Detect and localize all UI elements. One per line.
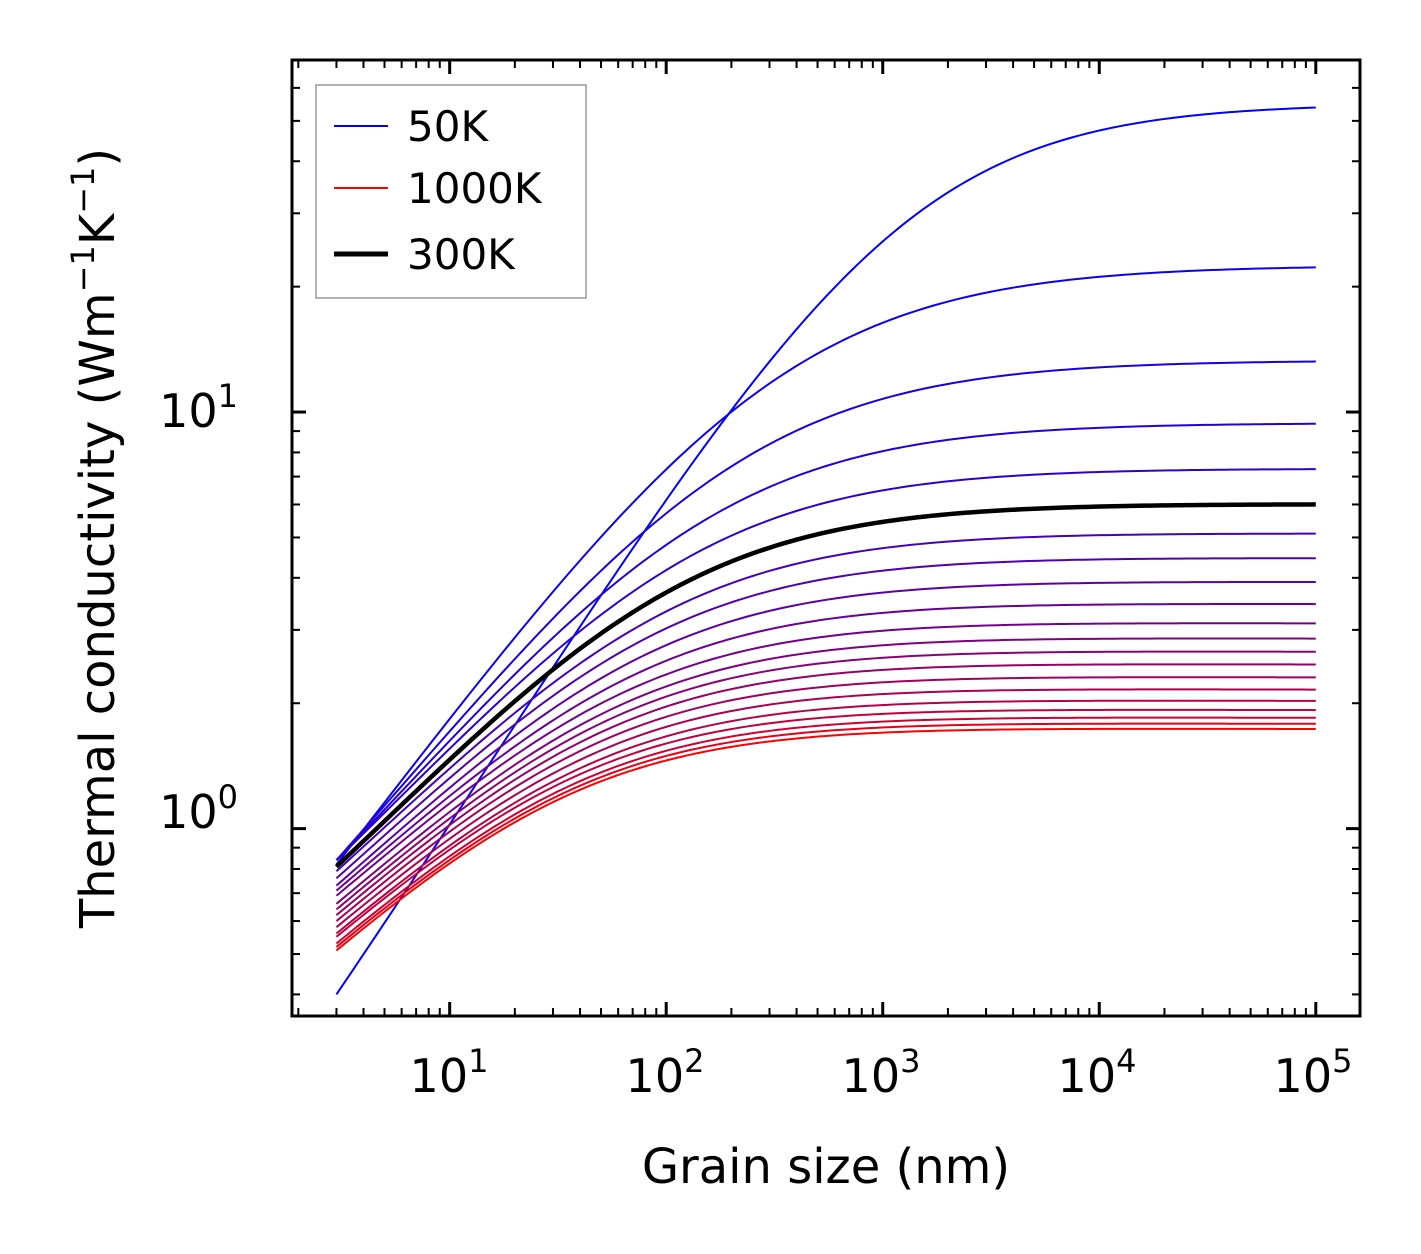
series-line-400k xyxy=(335,557,1316,880)
legend-label-1000k: 1000K xyxy=(407,164,543,213)
series-line-250k xyxy=(335,468,1316,861)
series-line-350k xyxy=(335,532,1316,873)
legend-label-50k: 50K xyxy=(407,102,489,151)
series-line-800k xyxy=(335,688,1316,928)
series-line-700k xyxy=(335,663,1316,916)
series-line-600k xyxy=(335,637,1316,905)
legend: 50K 1000K 300K xyxy=(315,84,587,299)
x-tick-label-5: 105 xyxy=(1274,1042,1353,1103)
series-line-900k xyxy=(335,708,1316,938)
series-line-150k xyxy=(335,360,1316,861)
y-tick-label-10: 101 xyxy=(159,377,238,438)
series-line-650k xyxy=(335,650,1316,911)
legend-label-300k: 300K xyxy=(407,230,516,279)
x-tick-label-1: 101 xyxy=(410,1042,489,1103)
series-line-200k xyxy=(335,422,1316,861)
series-line-500k xyxy=(335,603,1316,892)
series-layer xyxy=(334,106,1316,995)
y-axis-title: Thermal conductivity (Wm−1K−1) xyxy=(64,148,126,929)
x-tick-label-4: 104 xyxy=(1058,1042,1137,1103)
series-line-300k xyxy=(334,502,1316,869)
series-line-950k xyxy=(335,716,1316,945)
series-line-550k xyxy=(335,622,1316,897)
series-line-750k xyxy=(335,676,1316,922)
series-line-1000k xyxy=(335,727,1316,952)
series-line-850k xyxy=(335,699,1316,935)
y-tick-label-1: 100 xyxy=(159,778,238,839)
series-line-450k xyxy=(335,581,1316,887)
plot-frame xyxy=(290,58,1362,1018)
series-line-100k xyxy=(335,266,1316,866)
x-tick-label-3: 103 xyxy=(842,1042,921,1103)
legend-box xyxy=(315,84,587,299)
series-line-975k xyxy=(335,722,1316,948)
x-tick-label-2: 102 xyxy=(626,1042,705,1103)
x-axis-title: Grain size (nm) xyxy=(642,1139,1010,1195)
